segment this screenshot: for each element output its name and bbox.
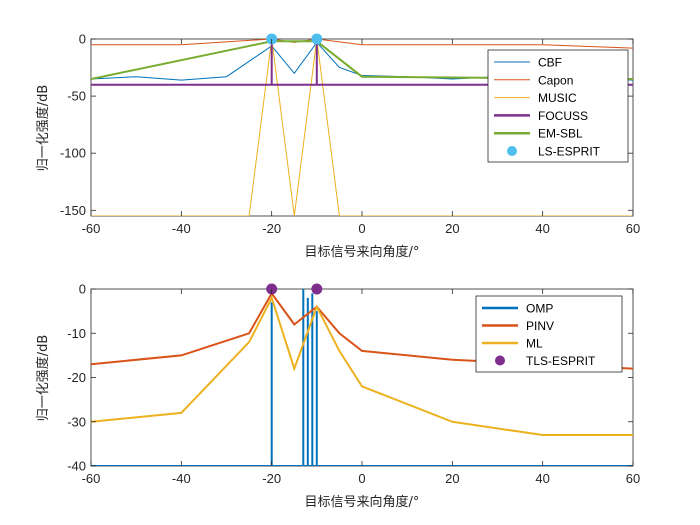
x-tick-label: -60 (82, 221, 101, 236)
x-tick-label: -20 (262, 471, 281, 486)
top-x-ticks: -60 -40 -20 0 20 40 60 (82, 39, 640, 236)
ml-series-line (91, 295, 633, 436)
music-legend-label: MUSIC (538, 91, 577, 105)
y-tick-label: -100 (60, 146, 86, 161)
x-tick-label: -40 (172, 471, 191, 486)
focuss-legend-label: FOCUSS (538, 109, 588, 123)
x-tick-label: 0 (358, 471, 365, 486)
ls-esprit-point (311, 33, 323, 45)
top-y-axis-label: 归一化强度/dB (35, 85, 51, 172)
x-tick-label: -60 (82, 471, 101, 486)
y-tick-label: -30 (67, 414, 86, 429)
y-tick-label: 0 (79, 32, 86, 47)
bottom-y-axis-label: 归一化强度/dB (35, 335, 51, 422)
omp-series-line (91, 289, 633, 466)
bottom-chart-panel: -60 -40 -20 0 20 40 60 0-10-20-30-40 目标信号来向角度/… (35, 282, 640, 511)
focuss-series-line (91, 39, 633, 86)
pinv-legend-label: PINV (526, 319, 554, 333)
x-tick-label: 60 (626, 221, 640, 236)
y-tick-label: -40 (67, 459, 86, 474)
top-legend-box (487, 49, 629, 163)
y-tick-label: -20 (67, 370, 86, 385)
top-chart-panel: -60 -40 -20 0 20 40 60 0 -50 -100 -150 目标信号来向角度/°… (35, 32, 640, 261)
bottom-legend: OMP PINV ML TLS-ESPRIT (475, 295, 623, 373)
x-tick-label: 60 (626, 471, 640, 486)
top-legend: CBF Capon MUSIC FOCUSS EM-SBL LS-ESPRIT (487, 49, 629, 163)
tls-esprit-legend-swatch (495, 355, 505, 366)
bottom-x-axis-label: 目标信号来向角度/° (305, 494, 420, 510)
x-tick-label: 20 (445, 221, 459, 236)
bottom-y-ticks: 0 -10 -20 -30 -40 (67, 282, 633, 474)
top-y-ticks: 0 -50 -100 -150 (60, 32, 633, 218)
ls-esprit-legend-label: LS-ESPRIT (538, 145, 601, 159)
y-tick-label: 0 (79, 282, 86, 297)
x-tick-label: 0 (358, 221, 365, 236)
cbf-legend-label: CBF (538, 56, 562, 70)
x-tick-label: 40 (535, 221, 549, 236)
top-x-axis-label: 目标信号来向角度/° (305, 244, 420, 260)
bottom-x-ticks: -60 -40 -20 0 20 40 60 (82, 289, 640, 486)
x-tick-label: 20 (445, 471, 459, 486)
omp-legend-label: OMP (526, 302, 553, 316)
x-tick-label: 40 (535, 471, 549, 486)
tls-esprit-point (311, 283, 323, 295)
y-tick-label: -10 (67, 326, 86, 341)
x-tick-label: -40 (172, 221, 191, 236)
music-series-line (91, 38, 633, 216)
ls-esprit-legend-swatch (507, 146, 517, 156)
ml-legend-label: ML (526, 337, 543, 351)
capon-legend-label: Capon (538, 73, 573, 87)
tls-esprit-legend-label: TLS-ESPRIT (526, 354, 596, 368)
em-sbl-legend-label: EM-SBL (538, 127, 583, 141)
x-tick-label: -20 (262, 221, 281, 236)
y-tick-label: -50 (67, 89, 86, 104)
y-tick-label: -150 (60, 203, 86, 218)
